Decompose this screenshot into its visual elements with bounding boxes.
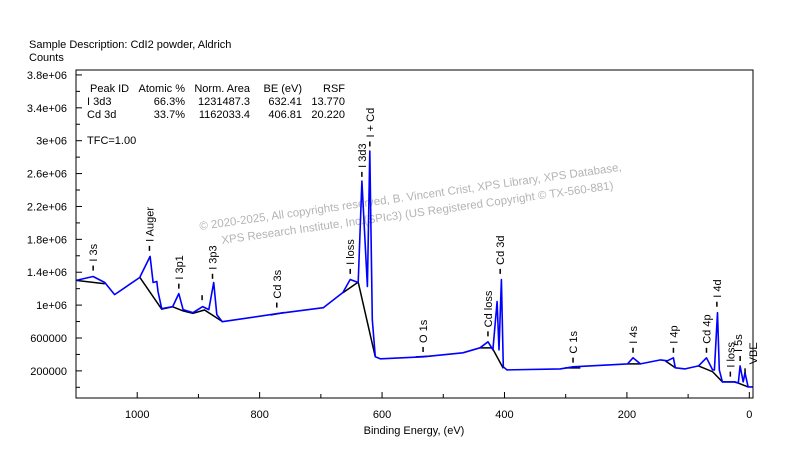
peak-label: I 5s <box>733 334 745 352</box>
plot-area: I 3s I Auger I 3p1 I 3p3 Cd 3s I loss I 3d3 I +… <box>76 108 760 388</box>
peak-label: Cd 4p <box>701 314 713 343</box>
background-line <box>480 347 504 369</box>
peak-label: I 3p1 <box>174 255 186 279</box>
tfc-value: TFC=1.00 <box>87 135 136 147</box>
peak-label: I + Cd <box>365 108 377 138</box>
row-2-area: 1162033.4 <box>199 109 250 121</box>
peak-label: I 3d3 <box>357 143 369 167</box>
peak-label: I 4d <box>712 279 724 297</box>
y-tick-label: 2.2e+06 <box>27 201 67 213</box>
peak-label: I loss <box>345 239 357 265</box>
col-be: BE (eV) <box>263 83 302 95</box>
y-tick-label: 2.6e+06 <box>27 169 67 181</box>
x-tick-label: 600 <box>373 409 391 421</box>
col-atomic-pct: Atomic % <box>139 83 186 95</box>
row-1-atomic: 66.3% <box>154 96 185 108</box>
quantification-table: Peak ID Atomic % Norm. Area BE (eV) RSF … <box>87 83 345 147</box>
y-tick-label: 3.4e+06 <box>27 103 67 115</box>
y-tick-label: 600000 <box>30 333 67 345</box>
background-line <box>665 360 676 369</box>
peak-label: O 1s <box>418 319 430 343</box>
row-2-atomic: 33.7% <box>154 109 185 121</box>
peak-label: I loss <box>725 341 737 367</box>
peak-label: I 3p3 <box>208 245 220 269</box>
peak-label: C 1s <box>568 331 580 354</box>
watermark: © 2020-2025, All copyrights reserved, B.… <box>199 162 623 247</box>
peak-label: I 4s <box>628 326 640 344</box>
y-tick-label: 3.8e+06 <box>27 70 67 82</box>
row-2-peak: Cd 3d <box>87 109 116 121</box>
background-line <box>342 280 377 358</box>
row-1-be: 632.41 <box>268 96 302 108</box>
peak-label: I 4p <box>668 325 680 343</box>
sample-description: Sample Description: CdI2 powder, Aldrich <box>29 39 231 51</box>
x-tick-label: 200 <box>618 409 636 421</box>
row-1-area: 1231487.3 <box>198 96 250 108</box>
peak-label: Cd 3s <box>272 269 284 298</box>
col-rsf: RSF <box>323 83 345 95</box>
x-axis-label: Binding Energy, (eV) <box>364 425 465 437</box>
x-tick-label: 0 <box>746 409 752 421</box>
x-tick-label: 800 <box>250 409 268 421</box>
peak-label: Cd 3d <box>495 236 507 265</box>
x-tick-label: 1000 <box>125 409 149 421</box>
y-tick-label: 1.8e+06 <box>27 234 67 246</box>
y-axis-label: Counts <box>29 52 64 64</box>
peak-label: I Auger <box>144 207 156 242</box>
plot-frame <box>75 69 754 399</box>
col-norm-area: Norm. Area <box>194 83 251 95</box>
row-1-rsf: 13.770 <box>311 96 345 108</box>
peak-label: Cd loss <box>483 290 495 327</box>
y-tick-label: 1e+06 <box>36 300 67 312</box>
y-axis: 3.8e+06 3.4e+06 3e+06 2.6e+06 2.2e+06 1.8e+06… <box>27 70 82 388</box>
background-line <box>76 279 105 285</box>
spectrum-line <box>76 150 753 388</box>
x-tick-label: 400 <box>495 409 513 421</box>
x-axis: 1000 800 600 400 200 0 <box>125 392 752 421</box>
peak-label: VBE <box>748 342 760 364</box>
col-peak-id: Peak ID <box>90 83 129 95</box>
peak-label: I 3s <box>88 243 100 261</box>
y-tick-label: 200000 <box>30 366 67 378</box>
row-2-be: 406.81 <box>268 109 302 121</box>
row-1-peak: I 3d3 <box>87 96 111 108</box>
row-2-rsf: 20.220 <box>311 109 345 121</box>
y-tick-label: 3e+06 <box>36 136 67 148</box>
y-tick-label: 1.4e+06 <box>27 267 67 279</box>
